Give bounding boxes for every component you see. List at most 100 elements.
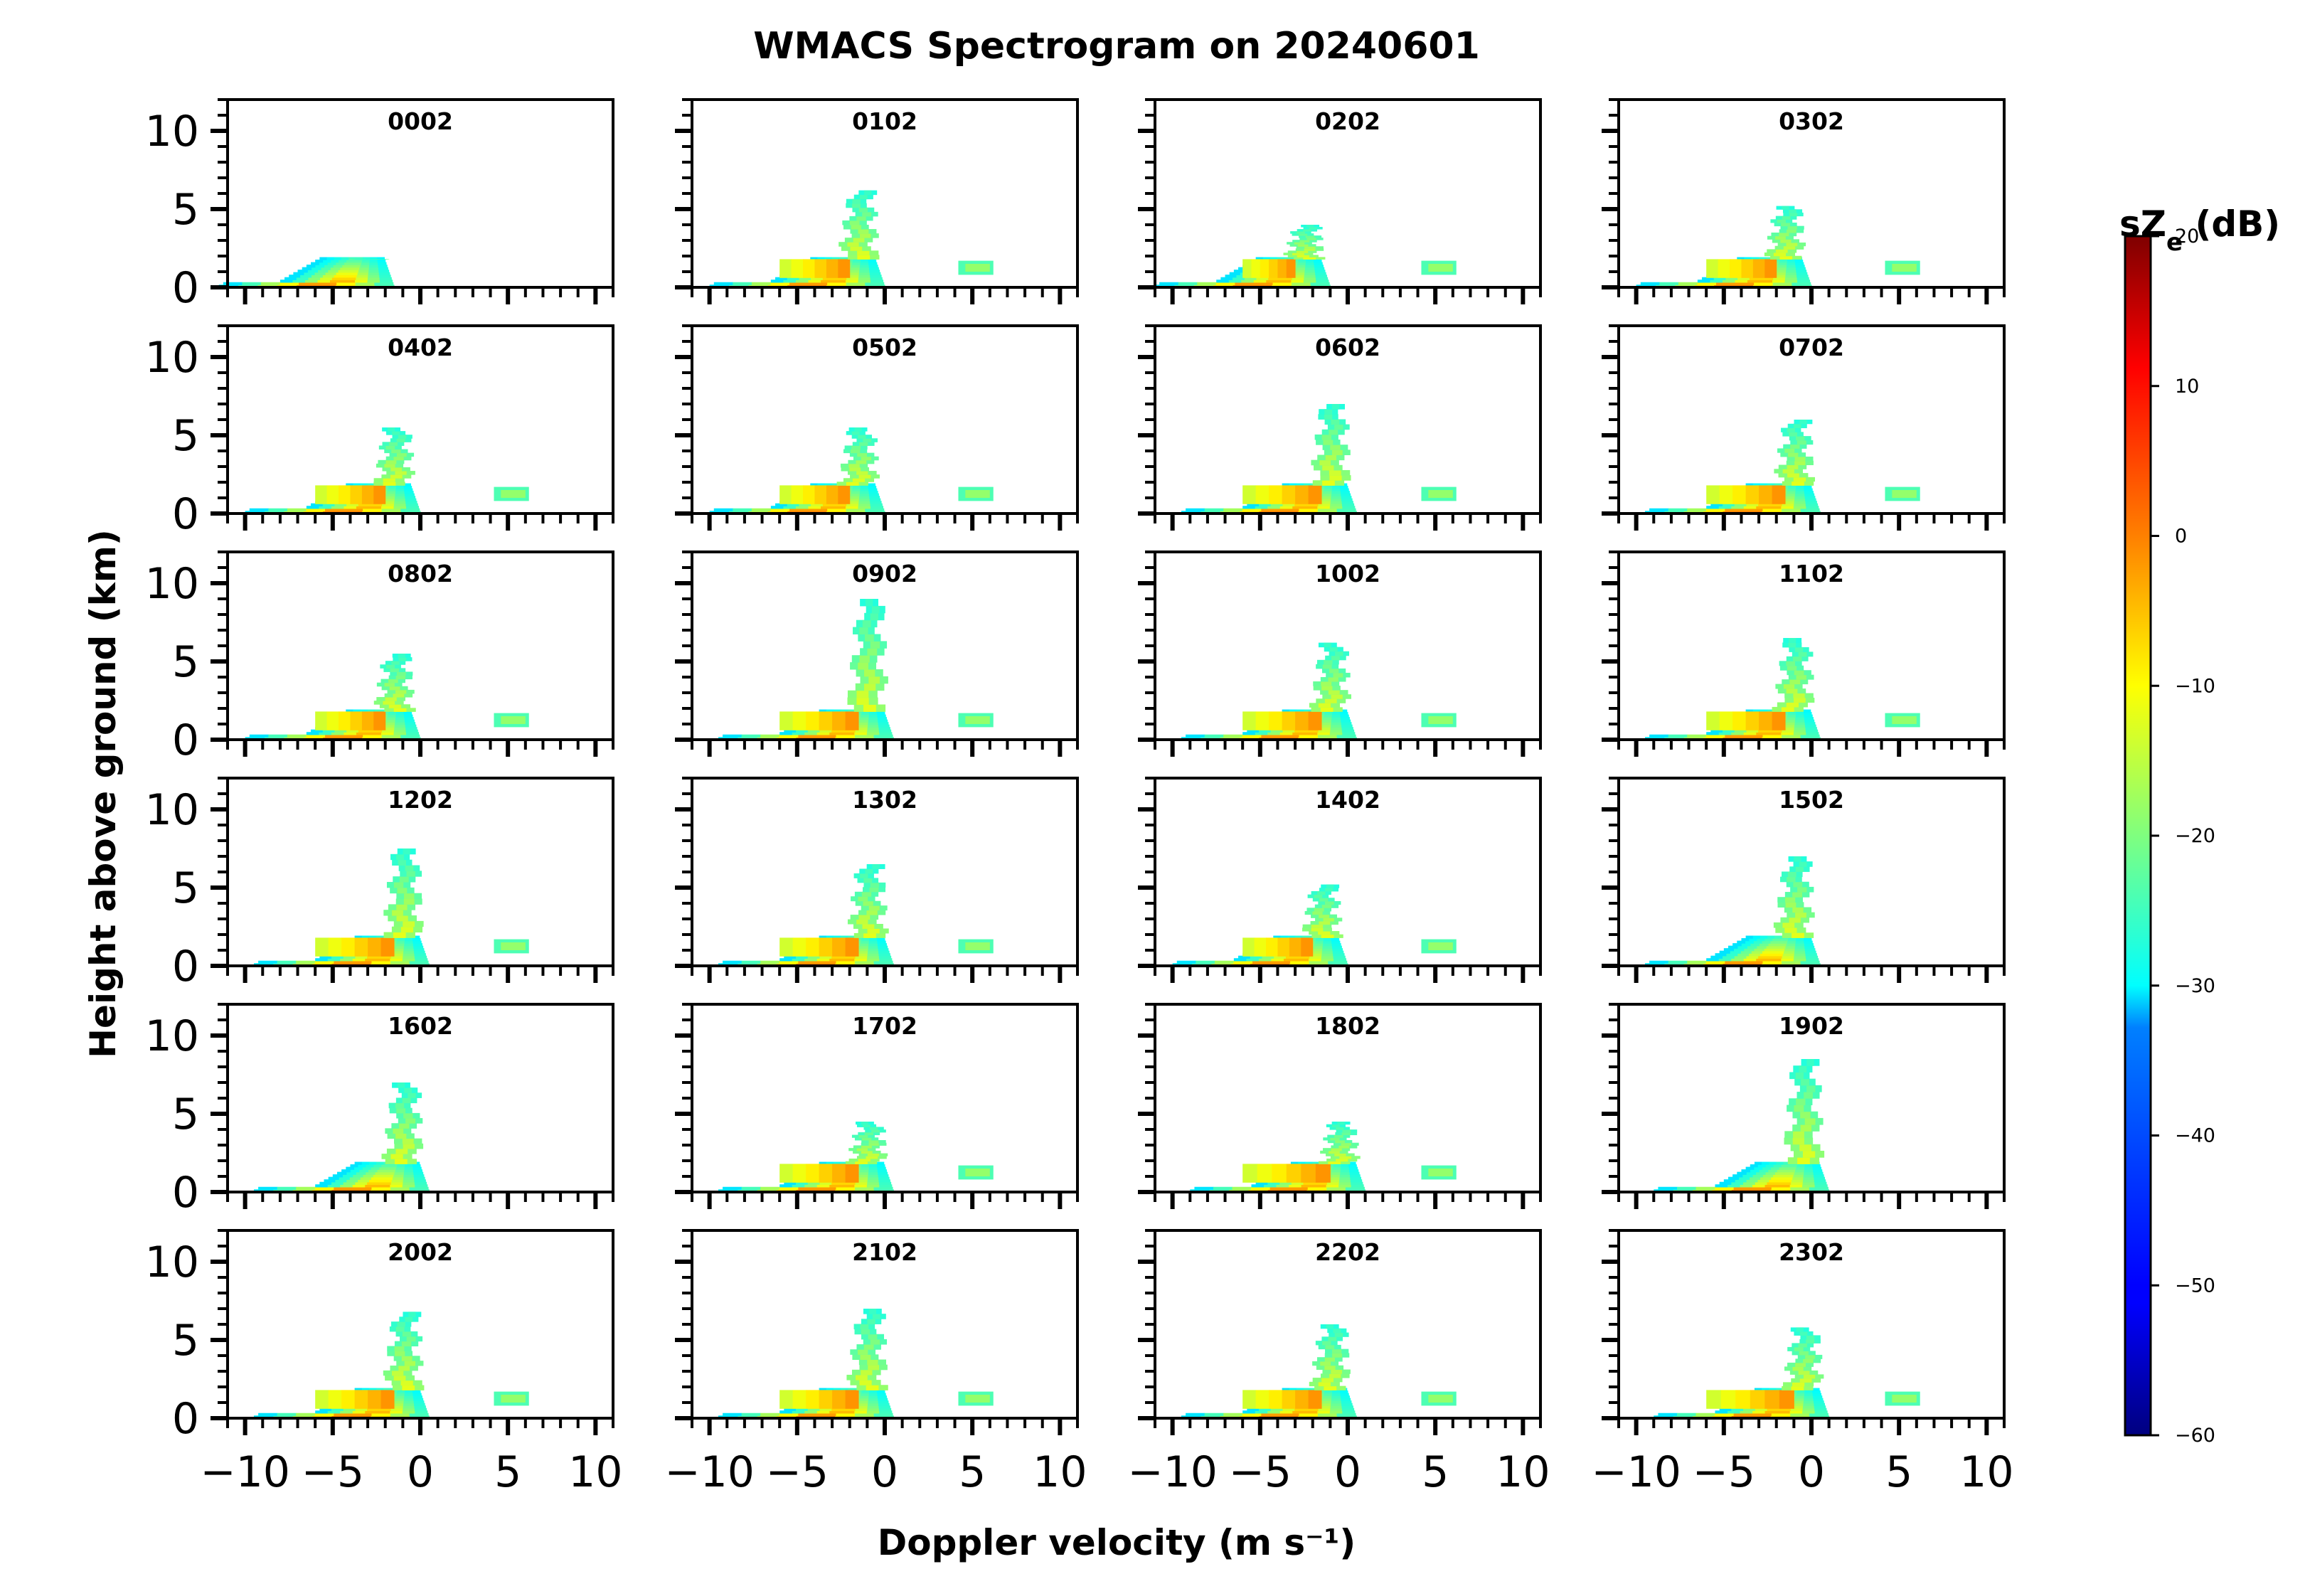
data-cell	[1186, 1413, 1205, 1416]
data-cell	[344, 262, 353, 265]
data-cell	[388, 712, 397, 715]
data-cell	[1331, 1124, 1340, 1127]
data-cell	[395, 1169, 405, 1173]
colorbar-tick-label: −50	[2175, 1275, 2215, 1297]
data-cell	[858, 948, 868, 952]
data-cell	[361, 485, 374, 504]
data-cell	[350, 1169, 360, 1173]
data-cell	[366, 1164, 374, 1168]
data-cell	[322, 729, 335, 733]
data-cell	[847, 501, 859, 504]
data-cell	[334, 1413, 353, 1416]
data-cell	[377, 1184, 390, 1188]
spectral-data	[253, 1312, 529, 1419]
data-cell	[1299, 508, 1319, 511]
data-cell	[848, 463, 860, 468]
data-cell	[859, 491, 870, 494]
data-cell	[1318, 1408, 1331, 1411]
data-cell	[1747, 945, 1757, 949]
data-cell	[804, 732, 818, 735]
data-cell	[1741, 938, 1750, 942]
data-cell	[409, 1413, 429, 1416]
data-cell	[1312, 1161, 1320, 1165]
data-cell	[867, 1359, 878, 1366]
data-cell	[390, 668, 399, 672]
data-cell	[415, 1184, 428, 1188]
data-cell	[770, 280, 784, 283]
data-cell	[1735, 1390, 1751, 1409]
data-cell	[866, 1184, 880, 1188]
data-cell	[1764, 948, 1775, 952]
data-cell	[1716, 282, 1736, 285]
spectral-data	[1644, 420, 1920, 514]
panel-time-label: 2002	[388, 1238, 453, 1266]
data-cell	[1213, 1186, 1233, 1190]
data-cell	[861, 456, 871, 461]
data-cell	[1789, 679, 1801, 685]
data-cell	[832, 1390, 846, 1409]
data-cell	[1770, 940, 1779, 944]
data-cell	[1806, 506, 1819, 509]
data-cell	[1325, 1344, 1335, 1350]
data-cell	[404, 491, 414, 494]
data-cell	[1787, 473, 1799, 478]
data-cell	[361, 260, 371, 263]
data-cell	[383, 478, 395, 482]
data-cell	[870, 1339, 880, 1345]
spectral-data	[1654, 1059, 1830, 1193]
data-cell	[321, 267, 331, 270]
data-cell	[1341, 498, 1353, 501]
data-cell	[395, 940, 405, 944]
data-cell	[1242, 734, 1262, 738]
data-cell	[849, 220, 860, 225]
data-cell	[1687, 508, 1707, 511]
data-cell	[1892, 716, 1917, 724]
data-cell	[1329, 1174, 1341, 1178]
data-cell	[868, 943, 878, 947]
data-cell	[868, 719, 878, 723]
data-cell	[1314, 943, 1324, 947]
data-cell	[352, 1410, 366, 1414]
data-cell	[1806, 1335, 1815, 1340]
data-cell	[1322, 717, 1332, 720]
data-cell	[354, 1388, 363, 1391]
data-cell	[840, 709, 848, 713]
data-cell	[1706, 958, 1720, 962]
data-cell	[395, 1393, 405, 1396]
panel-time-label: 0902	[852, 560, 917, 587]
spectral-data	[253, 1082, 430, 1193]
data-cell	[396, 853, 405, 861]
data-cell	[1304, 275, 1316, 278]
data-cell	[1746, 503, 1759, 506]
data-cell	[326, 711, 339, 730]
data-cell	[870, 641, 880, 649]
data-cell	[1282, 1408, 1295, 1411]
data-cell	[351, 265, 361, 268]
data-cell	[319, 955, 332, 959]
data-cell	[878, 724, 890, 728]
data-cell	[355, 282, 375, 285]
data-cell	[1782, 729, 1794, 733]
data-cell	[319, 1408, 332, 1411]
data-cell	[1762, 1166, 1772, 1170]
data-cell	[1321, 934, 1334, 938]
data-cell	[866, 1156, 878, 1159]
data-cell	[868, 905, 880, 911]
data-cell	[816, 960, 836, 964]
data-cell	[1336, 1413, 1356, 1416]
data-cell	[1321, 719, 1332, 723]
data-cell	[1804, 714, 1813, 718]
colorbar-tick-label: 20	[2175, 225, 2199, 248]
data-cell	[392, 1176, 404, 1180]
data-cell	[1220, 277, 1233, 280]
data-cell	[392, 431, 400, 435]
data-cell	[363, 734, 383, 738]
data-cell	[1786, 491, 1796, 494]
data-cell	[341, 937, 356, 957]
colorbar-tick-label: 10	[2175, 376, 2199, 398]
data-cell	[1774, 1171, 1785, 1175]
data-cell	[343, 955, 356, 959]
y-tick-label: 5	[172, 1316, 199, 1366]
data-cell	[1292, 282, 1311, 285]
data-cell	[795, 506, 809, 509]
